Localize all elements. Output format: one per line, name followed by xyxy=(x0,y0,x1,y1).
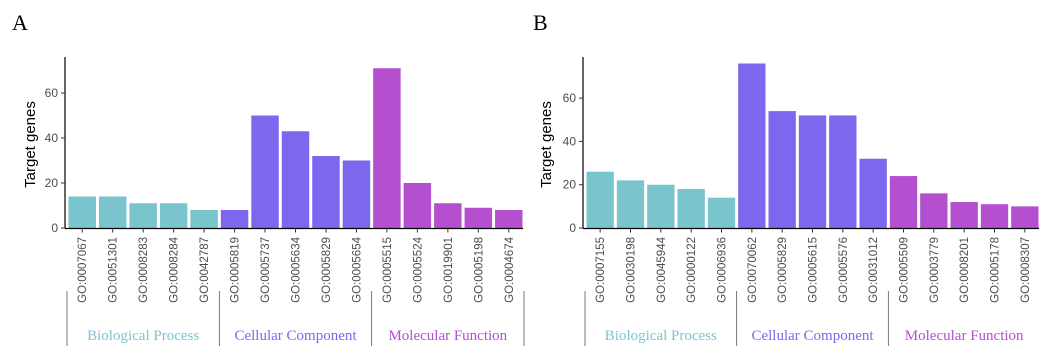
panel-a: A 0 20 40 60 Target genes GO:0007067 GO:0051301… xyxy=(12,10,525,346)
bar-go-0000122 xyxy=(677,189,705,228)
y-tick-label: 60 xyxy=(45,86,59,100)
panel-label: B xyxy=(533,10,548,35)
bar-go-0005515 xyxy=(373,68,401,228)
bar-go-0008284 xyxy=(159,203,188,228)
x-tick-label: GO:0005737 xyxy=(260,237,272,303)
group-label-biological-process: Biological Process xyxy=(605,328,717,344)
bar-go-0005524 xyxy=(403,183,432,228)
x-tick-label: GO:0030198 xyxy=(626,237,638,303)
bar-go-0005654 xyxy=(342,160,371,228)
x-tick-label: GO:0008201 xyxy=(959,237,971,303)
x-tick-label: GO:0006936 xyxy=(717,237,729,303)
y-axis-title: Target genes xyxy=(538,101,555,188)
y-tick-label: 20 xyxy=(563,178,577,192)
x-tick-label: GO:0005198 xyxy=(473,237,485,303)
bar-go-0008201 xyxy=(950,202,978,228)
y-tick-label: 60 xyxy=(563,91,577,105)
x-tick-label: GO:0005515 xyxy=(382,237,394,303)
x-tick-label: GO:0004674 xyxy=(504,236,516,302)
bar-go-0031012 xyxy=(859,158,887,228)
x-tick-label: GO:0070062 xyxy=(747,237,759,303)
x-tick-label: GO:0019901 xyxy=(443,237,455,303)
panel-label: A xyxy=(12,10,28,35)
x-tick-label: GO:0008284 xyxy=(169,236,181,302)
x-tick-label: GO:0005509 xyxy=(899,237,911,303)
x-tick-label: GO:0005829 xyxy=(321,237,333,303)
bar-go-0008283 xyxy=(129,203,157,228)
bar-go-0003779 xyxy=(920,193,948,228)
bar-go-0051301 xyxy=(98,196,127,228)
bar-go-0005576 xyxy=(829,115,857,228)
bar-go-0005829 xyxy=(768,111,796,228)
bar-go-0005737 xyxy=(251,115,279,228)
panel-b: B 0 20 40 60 Target genes GO:0007155 GO:0030198… xyxy=(533,10,1039,346)
x-tick-label: GO:0000122 xyxy=(686,237,698,303)
y-axis-title: Target genes xyxy=(22,101,39,188)
group-label-cellular-component: Cellular Component xyxy=(234,328,357,344)
group-label-molecular-function: Molecular Function xyxy=(905,328,1024,344)
y-tick-label: 40 xyxy=(563,134,577,148)
x-tick-label: GO:0005178 xyxy=(990,237,1002,303)
x-tick-label: GO:0007155 xyxy=(595,237,607,303)
bar-go-0005509 xyxy=(889,176,918,228)
bar-go-0042787 xyxy=(190,210,218,228)
x-tick-label: GO:0008307 xyxy=(1020,237,1032,303)
x-tick-label: GO:0042787 xyxy=(199,237,211,303)
bar-go-0007155 xyxy=(586,171,614,228)
bar-go-0030198 xyxy=(616,180,645,228)
x-tick-label: GO:0005576 xyxy=(838,237,850,303)
bar-go-0070062 xyxy=(738,63,766,229)
y-tick-label: 20 xyxy=(45,176,59,190)
bar-go-0008307 xyxy=(1011,206,1039,228)
x-tick-label: GO:0005524 xyxy=(412,236,424,302)
x-tick-label: GO:0031012 xyxy=(868,237,880,303)
x-tick-label: GO:0007067 xyxy=(77,237,89,303)
bar-go-0007067 xyxy=(68,196,96,228)
x-tick-label: GO:0005634 xyxy=(291,236,303,302)
x-tick-label: GO:0003779 xyxy=(929,237,941,303)
bar-go-0006936 xyxy=(707,197,736,228)
group-label-cellular-component: Cellular Component xyxy=(751,328,874,344)
bar-go-0005178 xyxy=(980,204,1009,228)
x-tick-label: GO:0008283 xyxy=(138,237,150,303)
y-tick-label: 0 xyxy=(569,221,576,235)
bar-go-0019901 xyxy=(434,203,462,228)
x-tick-label: GO:0005829 xyxy=(777,237,789,303)
x-tick-label: GO:0045944 xyxy=(656,236,668,302)
bar-go-0005198 xyxy=(464,207,493,228)
y-tick-label: 0 xyxy=(51,221,58,235)
y-tick-label: 40 xyxy=(45,131,59,145)
x-tick-label: GO:0051301 xyxy=(108,237,120,303)
group-label-biological-process: Biological Process xyxy=(87,328,199,344)
x-tick-label: GO:0005654 xyxy=(351,236,363,302)
x-tick-label: GO:0005615 xyxy=(808,237,820,303)
bar-go-0005829 xyxy=(312,156,340,228)
bar-go-0004674 xyxy=(495,210,523,228)
bar-go-0005615 xyxy=(798,115,827,228)
group-label-molecular-function: Molecular Function xyxy=(388,328,507,344)
bar-go-0045944 xyxy=(647,184,675,228)
x-tick-label: GO:0005819 xyxy=(230,237,242,303)
bar-go-0005819 xyxy=(220,210,249,228)
bar-go-0005634 xyxy=(281,131,310,228)
